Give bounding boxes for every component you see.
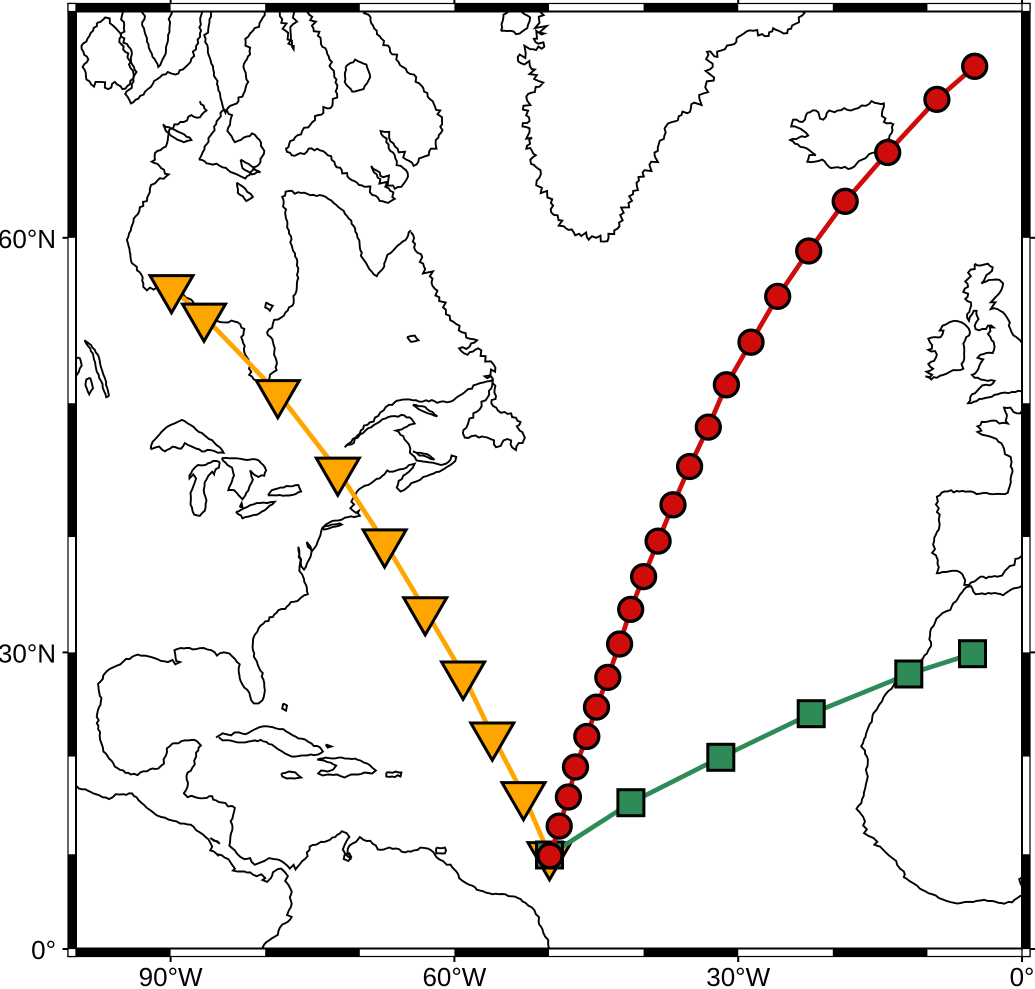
svg-text:60°N: 60°N <box>0 224 56 254</box>
svg-text:0°: 0° <box>31 935 56 965</box>
svg-text:60°W: 60°W <box>422 962 486 989</box>
svg-text:30°W: 30°W <box>706 962 770 989</box>
svg-text:0°: 0° <box>1010 962 1035 989</box>
svg-text:90°W: 90°W <box>139 962 203 989</box>
svg-text:30°N: 30°N <box>0 638 56 668</box>
